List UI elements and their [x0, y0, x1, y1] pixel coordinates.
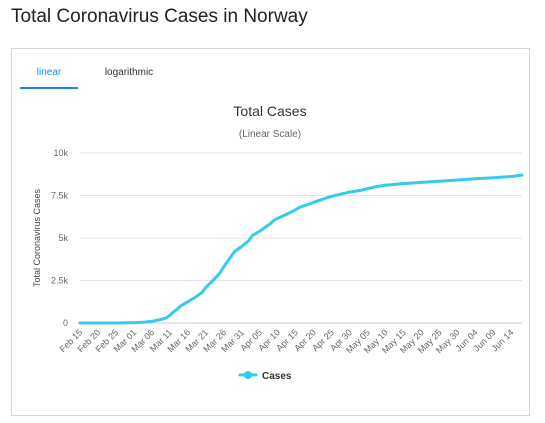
cases-chart: Total Cases (Linear Scale) Total Coronav…	[32, 103, 524, 382]
legend-label: Cases	[262, 371, 292, 382]
legend-marker	[244, 371, 252, 379]
y-tick-label: 2.5k	[51, 276, 69, 286]
page-title: Total Coronavirus Cases in Norway	[11, 6, 308, 27]
tab-logarithmic[interactable]: logarithmic	[104, 67, 154, 78]
y-tick-label: 10k	[53, 148, 68, 158]
y-tick-label: 7.5k	[51, 191, 69, 201]
y-tick-label: 0	[63, 318, 68, 328]
chart-title: Total Cases	[233, 103, 306, 119]
tab-linear[interactable]: linear	[20, 59, 78, 89]
series-line-cases	[78, 173, 524, 325]
chart-subtitle: (Linear Scale)	[239, 129, 301, 140]
chart-panel: linear logarithmic Total Cases (Linear S…	[11, 48, 530, 416]
y-axis-label: Total Coronavirus Cases	[32, 188, 42, 287]
y-tick-label: 5k	[58, 233, 68, 243]
